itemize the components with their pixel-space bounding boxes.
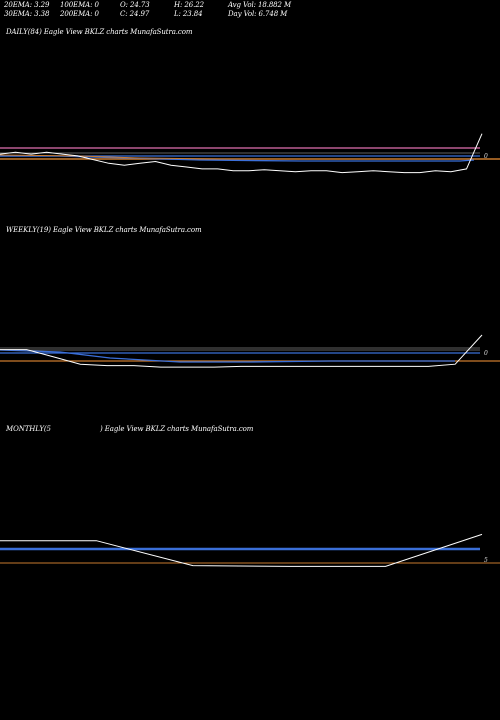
monthly-panel-title-b: ) Eagle View BKLZ charts MunafaSutra.com [100, 425, 254, 433]
stat-low: L: 23.84 [174, 10, 203, 18]
weekly-price-line [0, 334, 483, 368]
stat-day-vol: Day Vol: 6.748 M [228, 10, 288, 18]
stat-close: C: 24.97 [120, 10, 150, 18]
stat-high: H: 26.22 [174, 1, 204, 9]
daily-panel-title: DAILY(84) Eagle View BKLZ charts MunafaS… [6, 28, 193, 36]
monthly-panel-title-a: MONTHLY(5 [6, 425, 51, 433]
weekly-chart: 0 [0, 334, 500, 368]
stat-avg-vol: Avg Vol: 18.882 M [228, 1, 292, 9]
stat-ema100: 100EMA: 0 [60, 1, 99, 9]
monthly-right-value: 5 [484, 557, 488, 564]
daily-chart: 0 [0, 133, 500, 174]
monthly-price-line [0, 533, 483, 567]
stat-ema20: 20EMA: 3.29 [4, 1, 50, 9]
weekly-panel-title: WEEKLY(19) Eagle View BKLZ charts Munafa… [6, 226, 202, 234]
monthly-chart: 5 [0, 533, 500, 567]
daily-price-line [0, 133, 483, 174]
weekly-ema-blue [0, 349, 455, 363]
daily-right-value: 0 [484, 153, 488, 160]
stat-ema30: 30EMA: 3.38 [4, 10, 50, 18]
weekly-right-value: 0 [484, 350, 488, 357]
stat-open: O: 24.73 [120, 1, 150, 9]
stat-ema200: 200EMA: 0 [60, 10, 99, 18]
